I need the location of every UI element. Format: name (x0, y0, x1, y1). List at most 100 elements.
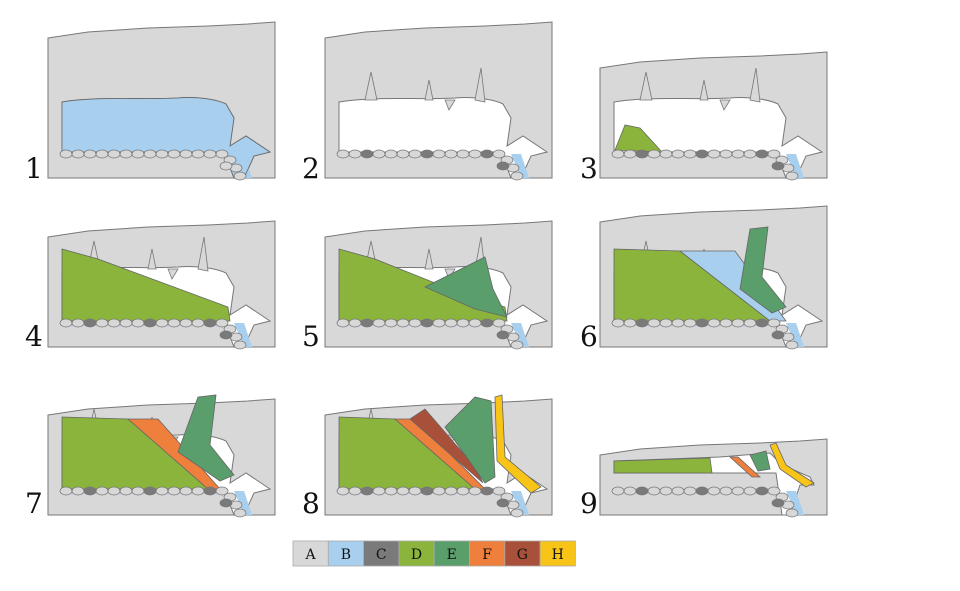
panel-number: 2 (302, 152, 320, 185)
rock (167, 149, 181, 159)
stream (234, 491, 252, 515)
rock (203, 318, 217, 328)
rock (233, 171, 247, 181)
rock (143, 149, 157, 159)
rock (408, 149, 422, 159)
rock (456, 486, 470, 496)
rock (155, 318, 169, 328)
legend-swatch-D (398, 540, 435, 567)
rock (755, 149, 769, 159)
rock (131, 486, 145, 496)
rock (384, 486, 398, 496)
rock (119, 486, 133, 496)
stream (511, 323, 529, 347)
panel-8 (324, 394, 553, 518)
deposit-H (494, 394, 542, 494)
rock (456, 149, 470, 159)
rock (659, 486, 673, 496)
deposit-E (739, 226, 787, 314)
stream (786, 323, 804, 347)
rock (432, 486, 446, 496)
cave-void (613, 97, 824, 179)
panel-number: 3 (580, 152, 598, 185)
rock (348, 318, 362, 328)
rock (771, 498, 785, 508)
rock (647, 318, 661, 328)
rock (167, 486, 181, 496)
rock (233, 508, 247, 518)
legend-label: D (411, 547, 422, 563)
rock (611, 486, 625, 496)
panel-number: 5 (302, 320, 320, 353)
rock (695, 149, 709, 159)
rock (647, 149, 661, 159)
rock (372, 486, 386, 496)
panel-7 (47, 394, 276, 518)
rock (348, 486, 362, 496)
rock (167, 318, 181, 328)
rock (95, 486, 109, 496)
cave-void (338, 97, 549, 179)
rock (683, 149, 697, 159)
rock (480, 486, 494, 496)
rock (107, 149, 121, 159)
rock (659, 318, 673, 328)
rock (143, 486, 157, 496)
rock (219, 330, 233, 340)
panel-number: 8 (302, 487, 320, 520)
rock (179, 318, 193, 328)
rock (360, 486, 374, 496)
rock (432, 149, 446, 159)
rock (635, 486, 649, 496)
rock (83, 486, 97, 496)
rock (611, 318, 625, 328)
rock (348, 149, 362, 159)
rock (785, 508, 799, 518)
rock (155, 149, 169, 159)
rock (179, 149, 193, 159)
deposit-H (769, 442, 815, 488)
stream (786, 154, 804, 178)
deposit-D (61, 248, 231, 322)
rock (71, 486, 85, 496)
rock (336, 486, 350, 496)
rock (360, 318, 374, 328)
rock (372, 149, 386, 159)
panel-6 (599, 205, 828, 350)
rock (767, 149, 781, 159)
rock (432, 318, 446, 328)
rock (396, 486, 410, 496)
rock (191, 318, 205, 328)
stream (786, 491, 804, 515)
rock (468, 149, 482, 159)
rock (731, 486, 745, 496)
rock (468, 318, 482, 328)
rock (83, 149, 97, 159)
rock (767, 318, 781, 328)
rock (59, 486, 73, 496)
rock (492, 486, 506, 496)
panel-number: 4 (25, 320, 43, 353)
rock (496, 161, 510, 171)
stream (511, 491, 529, 515)
rock (635, 149, 649, 159)
rock (623, 149, 637, 159)
rock (683, 318, 697, 328)
rock (731, 149, 745, 159)
rock (510, 340, 524, 350)
rock (659, 149, 673, 159)
rock (203, 486, 217, 496)
legend-swatch-H (539, 540, 576, 567)
rock (191, 149, 205, 159)
rock (755, 318, 769, 328)
rock (492, 149, 506, 159)
rock (719, 149, 733, 159)
rock (59, 318, 73, 328)
rock (767, 486, 781, 496)
rock (83, 318, 97, 328)
deposit-E (177, 394, 235, 482)
deposit-E (749, 450, 771, 472)
panel-number: 7 (25, 487, 43, 520)
rock (119, 149, 133, 159)
